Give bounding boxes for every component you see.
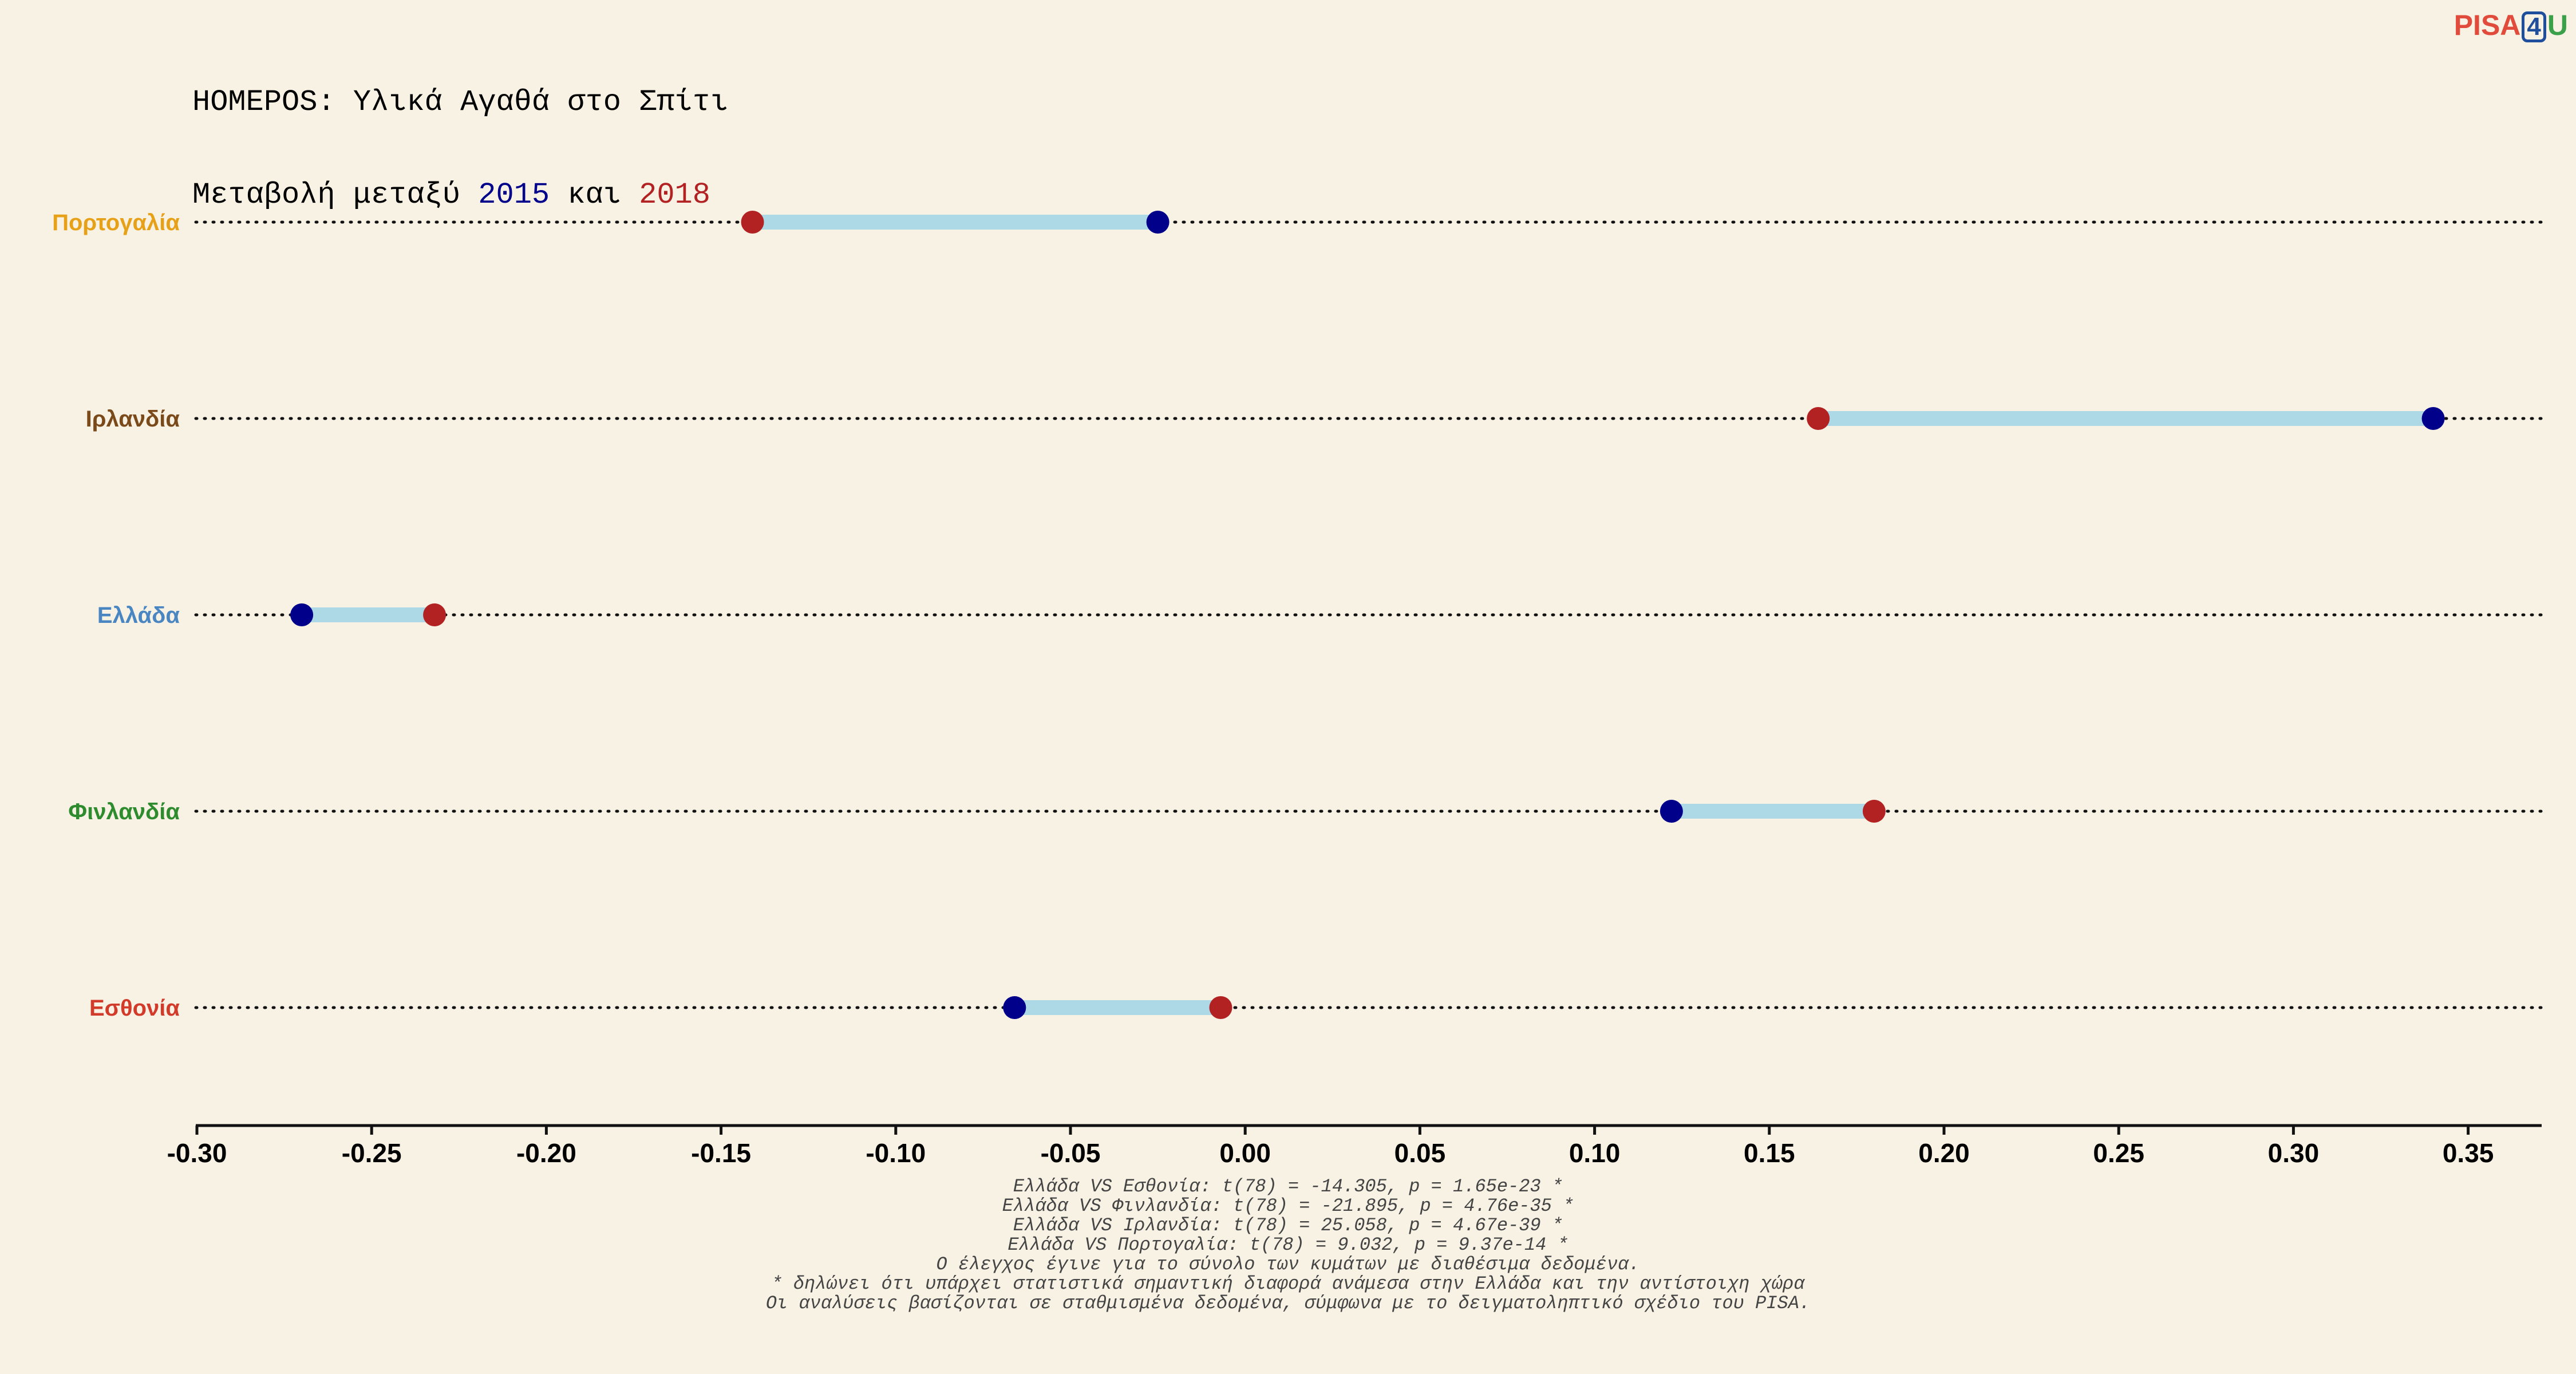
- country-row: Φινλανδία: [68, 799, 2543, 824]
- footnote-line: Ελλάδα VS Πορτογαλία: t(78) = 9.032, p =…: [1008, 1234, 1568, 1255]
- country-row: Πορτογαλία: [52, 210, 2543, 235]
- x-tick-label: -0.25: [342, 1138, 402, 1168]
- country-label: Ιρλανδία: [86, 406, 180, 432]
- x-tick-label: 0.35: [2443, 1138, 2494, 1168]
- point-2018: [741, 211, 764, 234]
- footnote-line: Ελλάδα VS Εσθονία: t(78) = -14.305, p = …: [1013, 1176, 1563, 1197]
- point-2015: [1660, 800, 1683, 823]
- point-2018: [1209, 996, 1232, 1019]
- x-tick-label: -0.20: [516, 1138, 576, 1168]
- x-tick-label: 0.10: [1569, 1138, 1621, 1168]
- rows-layer: Πορτογαλία Ιρλανδία Ελλάδα Φινλανδία Εσθονία: [52, 210, 2543, 1021]
- title-year-2018: 2018: [639, 178, 710, 212]
- footnote-line: Ελλάδα VS Ιρλανδία: t(78) = 25.058, p = …: [1013, 1215, 1563, 1236]
- footnote-line: * δηλώνει ότι υπάρχει στατιστικά σημαντι…: [771, 1273, 1805, 1294]
- country-label: Ελλάδα: [97, 603, 180, 628]
- footnote-line: Ο έλεγχος έγινε για το σύνολο των κυμάτω…: [936, 1254, 1640, 1275]
- pisa4u-logo: PISA 4 U: [2454, 8, 2568, 42]
- x-tick-label: -0.05: [1041, 1138, 1101, 1168]
- x-tick-label: 0.30: [2268, 1138, 2320, 1168]
- point-2015: [2421, 407, 2445, 430]
- point-2015: [1003, 996, 1026, 1019]
- point-2015: [290, 603, 314, 626]
- title-year-2015: 2015: [478, 178, 550, 212]
- x-tick-label: -0.30: [167, 1138, 227, 1168]
- x-tick-label: 0.20: [1918, 1138, 1970, 1168]
- x-tick-label: -0.15: [691, 1138, 751, 1168]
- country-row: Ιρλανδία: [86, 406, 2543, 432]
- title-line1: HOMEPOS: Υλικά Αγαθά στο Σπίτι: [192, 85, 729, 119]
- title-line2-mid: και: [550, 178, 639, 212]
- x-tick-label: 0.25: [2093, 1138, 2144, 1168]
- footnote-line: Οι αναλύσεις βασίζονται σε σταθμισμένα δ…: [765, 1293, 1811, 1314]
- country-row: Ελλάδα: [97, 603, 2543, 628]
- title-line2-prefix: Μεταβολή μεταξύ: [192, 178, 479, 212]
- x-axis: -0.30 -0.25 -0.20 -0.15 -0.10 -0.05 0.00 0.05 0.…: [167, 1124, 2542, 1168]
- chart-title: HOMEPOS: Υλικά Αγαθά στο Σπίτι Μεταβολή …: [192, 25, 728, 242]
- x-tick-label: 0.15: [1744, 1138, 1795, 1168]
- country-label: Πορτογαλία: [52, 210, 180, 235]
- point-2018: [423, 603, 447, 626]
- x-tick-label: -0.10: [866, 1138, 926, 1168]
- country-label: Φινλανδία: [68, 799, 180, 824]
- point-2018: [1862, 800, 1886, 823]
- x-tick-label: 0.05: [1394, 1138, 1446, 1168]
- country-row: Εσθονία: [89, 996, 2543, 1021]
- logo-pisa-text: PISA: [2453, 9, 2521, 41]
- title-line2: Μεταβολή μεταξύ 2015 και 2018: [192, 180, 728, 211]
- country-label: Εσθονία: [89, 996, 180, 1021]
- footnotes: Ελλάδα VS Εσθονία: t(78) = -14.305, p = …: [0, 1177, 2576, 1313]
- x-tick-label: 0.00: [1219, 1138, 1271, 1168]
- point-2015: [1146, 211, 1170, 234]
- footnote-line: Ελλάδα VS Φινλανδία: t(78) = -21.895, p …: [1002, 1195, 1574, 1217]
- logo-four-box: 4: [2522, 11, 2546, 42]
- logo-u-text: U: [2547, 9, 2568, 41]
- point-2018: [1807, 407, 1830, 430]
